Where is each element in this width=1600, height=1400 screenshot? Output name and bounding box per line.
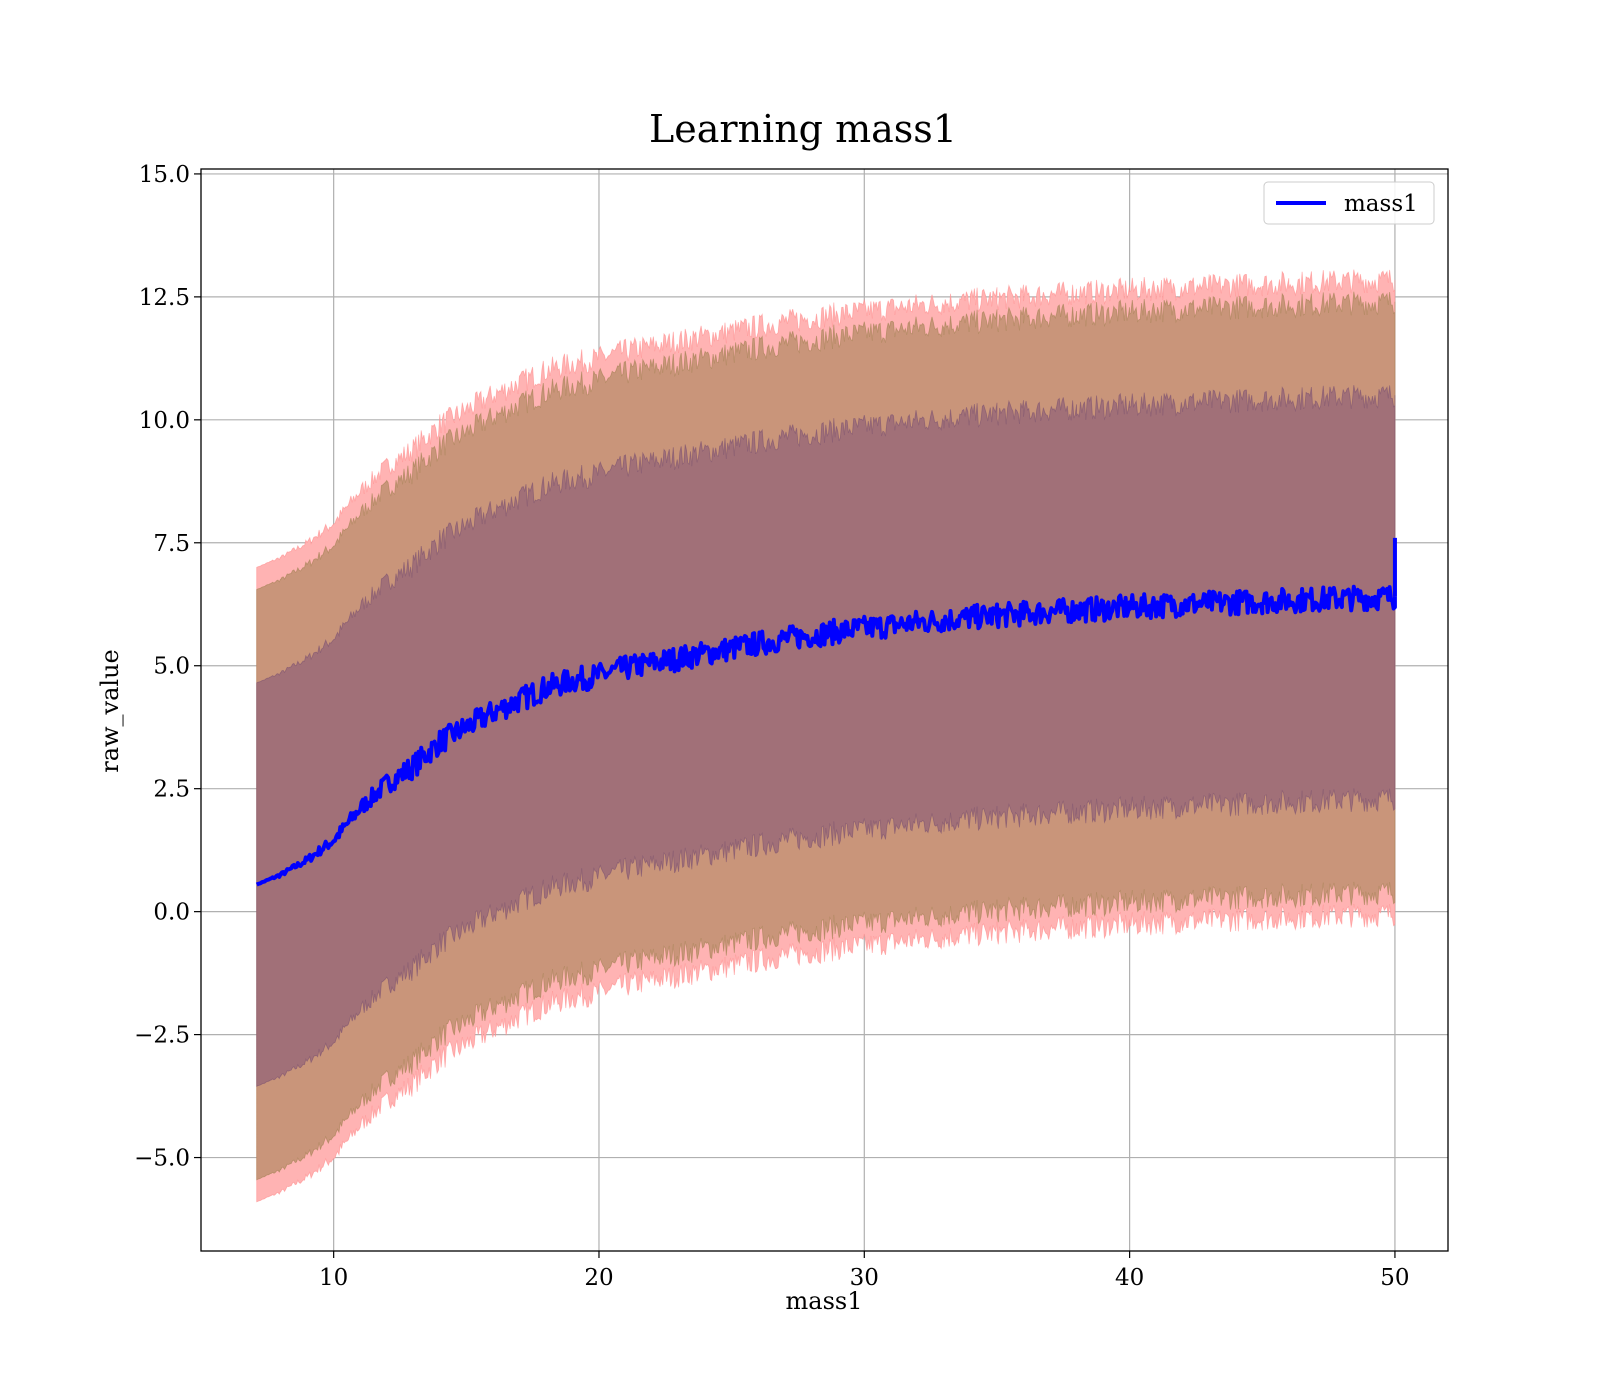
inner-band xyxy=(256,385,1396,1087)
y-tick-label: 12.5 xyxy=(139,285,190,311)
y-tick-label: −5.0 xyxy=(134,1146,190,1172)
series-line-mass1 xyxy=(255,584,1397,887)
x-tick-label: 10 xyxy=(319,1265,348,1291)
axes-frame xyxy=(200,168,1449,1252)
y-axis-ticks: −5.0 −2.5 0.0 2.5 5.0 7.5 10.0 12.5 15.0 xyxy=(134,162,201,1172)
plot-area xyxy=(201,169,1448,1251)
y-tick-label: 10.0 xyxy=(139,408,190,434)
legend-label-mass1: mass1 xyxy=(1344,191,1418,217)
y-tick-label: 7.5 xyxy=(153,531,190,557)
confidence-bands xyxy=(256,269,1396,1203)
y-tick-label: 0.0 xyxy=(153,900,190,926)
y-axis-label: raw_value xyxy=(96,649,124,773)
legend-box xyxy=(1263,181,1435,225)
y-tick-label: 5.0 xyxy=(153,654,190,680)
chart-title: Learning mass1 xyxy=(649,107,957,151)
x-tick-label: 50 xyxy=(1380,1265,1409,1291)
x-axis-label: mass1 xyxy=(786,1287,863,1315)
x-tick-label: 20 xyxy=(584,1265,613,1291)
x-axis-ticks: 10 20 30 40 50 xyxy=(319,1251,1410,1291)
legend: mass1 xyxy=(1263,181,1435,225)
y-tick-label: 15.0 xyxy=(139,162,190,188)
series-lines xyxy=(255,537,1397,887)
x-tick-label: 30 xyxy=(850,1265,879,1291)
y-tick-label: 2.5 xyxy=(153,777,190,803)
y-tick-label: −2.5 xyxy=(134,1023,190,1049)
x-tick-label: 40 xyxy=(1115,1265,1144,1291)
